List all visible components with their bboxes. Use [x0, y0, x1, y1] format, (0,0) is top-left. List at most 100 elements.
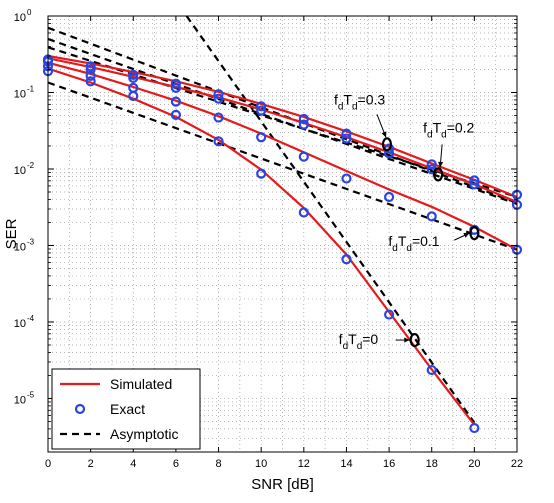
annotation-subscript: d: [427, 129, 433, 140]
x-tick-label: 2: [88, 458, 94, 470]
x-tick-label: 10: [255, 458, 267, 470]
annotation-ellipse: [469, 226, 480, 241]
x-tick-label: 14: [340, 458, 352, 470]
y-tick-label: 10: [14, 241, 26, 253]
exact-point: [213, 93, 224, 104]
annotation-subscript: d: [357, 341, 363, 352]
x-tick-label: 6: [173, 458, 179, 470]
annotation-arrowhead: [463, 233, 470, 238]
exact-point: [213, 112, 224, 123]
exact-point: [469, 175, 480, 186]
y-tick-label: 10: [14, 318, 26, 330]
simulated-line: [48, 57, 517, 204]
axes-box: [47, 15, 518, 453]
exact-point: [170, 96, 182, 107]
annotation-ellipse: [409, 332, 420, 348]
grid: [48, 16, 517, 453]
annotation-subscript: d: [338, 101, 344, 112]
annotation-text: =0.1: [412, 233, 440, 249]
annotation-arrowhead: [381, 131, 387, 138]
exact-point: [85, 64, 96, 75]
legend-label: Simulated: [110, 376, 172, 392]
exact-point: [426, 159, 437, 170]
exact-point: [213, 136, 224, 147]
asymptotic-line: [48, 37, 517, 205]
annotation-text: f: [423, 119, 427, 135]
y-axis-label: SER: [3, 218, 20, 249]
y-tick-exponent: -5: [27, 390, 35, 399]
annotation-text: =0.3: [358, 91, 386, 107]
annotation-text: T: [433, 119, 442, 135]
y-tick-exponent: -1: [27, 84, 35, 93]
exact-point: [256, 101, 267, 112]
annotation-label: fdTd=0.1: [388, 233, 439, 254]
exact-point: [85, 76, 96, 87]
exact-point: [469, 179, 480, 190]
legend: Simulated Exact Asymptotic: [51, 368, 201, 450]
exact-point: [426, 364, 437, 376]
exact-point: [298, 207, 309, 218]
exact-point: [85, 70, 96, 81]
simulated-line: [48, 61, 517, 251]
exact-point: [298, 113, 309, 125]
exact-point: [256, 168, 267, 179]
annotation-subscript: d: [352, 101, 358, 112]
exact-point: [298, 151, 309, 162]
annotation-subscript: d: [343, 341, 349, 352]
exact-point: [469, 422, 480, 434]
x-tick-label: 22: [511, 458, 523, 470]
y-tick-label: 10: [14, 88, 26, 100]
annotation-subscript: d: [406, 243, 412, 254]
y-tick-exponent: -4: [27, 314, 35, 323]
exact-point: [170, 78, 182, 89]
exact-point: [341, 173, 352, 184]
annotation-text: T: [343, 91, 352, 107]
exact-point: [85, 61, 96, 72]
legend-label: Asymptotic: [110, 426, 178, 442]
y-tick-exponent: -3: [27, 237, 35, 246]
simulated-line: [48, 54, 517, 199]
exact-point: [256, 132, 267, 143]
annotation-text: T: [398, 233, 407, 249]
annotation-text: T: [348, 331, 357, 347]
y-tick-label: 10: [14, 394, 26, 406]
annotation-text: f: [334, 91, 338, 107]
y-tick-exponent: -2: [27, 161, 35, 170]
x-tick-label: 0: [45, 458, 51, 470]
exact-point: [128, 90, 139, 102]
asymptotic-line: [48, 81, 517, 251]
annotation-ellipse: [381, 137, 393, 152]
exact-point: [341, 254, 352, 265]
exact-point: [170, 82, 182, 93]
annotation-text: =0.2: [447, 119, 475, 135]
annotation-arrowhead: [437, 161, 444, 168]
annotation-ellipse: [433, 167, 444, 182]
annotation-arrowhead: [404, 337, 410, 343]
y-tick-label: 10: [14, 165, 26, 177]
x-tick-label: 4: [130, 458, 136, 470]
exact-point: [298, 119, 309, 130]
legend-swatch-exact: [74, 403, 86, 415]
exact-point: [426, 211, 437, 222]
annotation-text: =0: [362, 331, 378, 347]
annotation-text: f: [388, 233, 392, 249]
x-tick-label: 8: [215, 458, 221, 470]
annotation-text: f: [339, 331, 343, 347]
annotation-subscript: d: [392, 243, 398, 254]
x-axis-label: SNR [dB]: [251, 476, 314, 493]
annotation-label: fdTd=0.2: [423, 119, 474, 140]
annotation-subscript: d: [441, 129, 447, 140]
y-tick-exponent: 0: [27, 8, 32, 17]
x-tick-label: 16: [383, 458, 395, 470]
exact-point: [383, 191, 395, 203]
x-tick-label: 18: [426, 458, 438, 470]
exact-point: [256, 105, 267, 116]
y-tick-label: 10: [14, 12, 26, 24]
annotation-label: fdTd=0.3: [334, 91, 385, 112]
x-tick-label: 20: [468, 458, 480, 470]
exact-point: [170, 109, 182, 120]
